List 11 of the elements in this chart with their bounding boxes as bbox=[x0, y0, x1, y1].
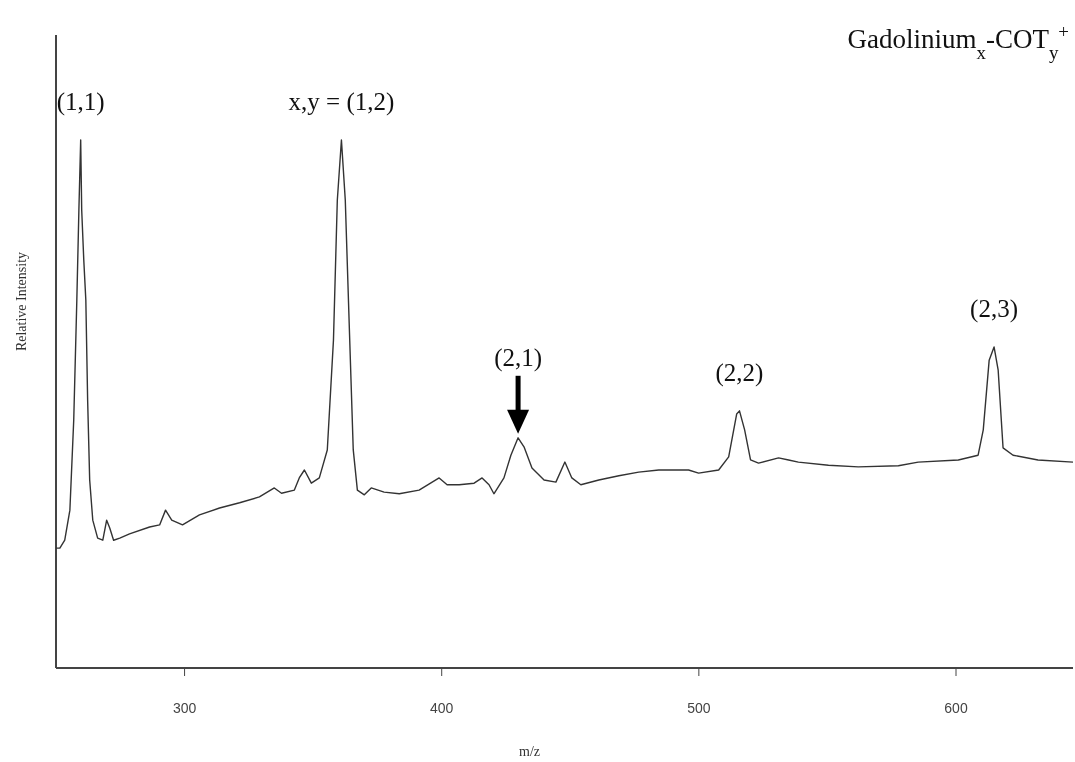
x-tick-label: 600 bbox=[944, 700, 968, 716]
x-tick-label: 400 bbox=[430, 700, 454, 716]
x-axis-title: m/z bbox=[519, 744, 540, 759]
annotation: (2,1) bbox=[494, 343, 543, 372]
annotation: (1,1) bbox=[56, 88, 105, 116]
x-tick-label: 500 bbox=[687, 700, 711, 716]
annotation: x,y = (1,2) bbox=[288, 88, 395, 116]
annotation: (2,2) bbox=[715, 358, 764, 387]
annotation: (2,3) bbox=[970, 294, 1019, 323]
y-axis-title: Relative Intensity bbox=[14, 251, 29, 352]
x-tick-label: 300 bbox=[172, 700, 197, 716]
